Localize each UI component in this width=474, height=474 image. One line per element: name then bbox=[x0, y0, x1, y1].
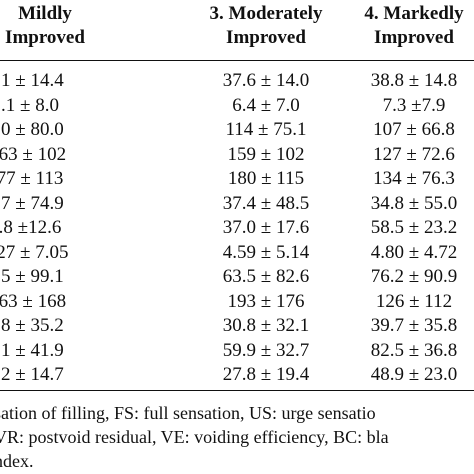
table-cell: .63 ± 168 bbox=[0, 290, 67, 312]
table-cell: 63.5 ± 82.6 bbox=[222, 266, 310, 287]
header-rule bbox=[0, 60, 474, 61]
table-cell: 126 ± 112 bbox=[375, 290, 453, 312]
table-cell: 30.8 ± 32.1 bbox=[222, 315, 310, 336]
table-cell: 34.8 ± 55.0 bbox=[370, 192, 458, 214]
table-cell: 48.9 ± 23.0 bbox=[370, 364, 458, 385]
table-cell: .1 ± 14.4 bbox=[0, 70, 64, 91]
table-cell: .5 ± 99.1 bbox=[0, 266, 64, 287]
header-col-markedly-line1: 4. Markedly bbox=[364, 3, 464, 24]
table-cell: .1 ± 8.0 bbox=[1, 94, 59, 116]
table-cell: .2 ± 14.7 bbox=[0, 364, 64, 385]
table-cell: 37.4 ± 48.5 bbox=[222, 192, 310, 214]
header-col-mildly-line2: Improved bbox=[5, 27, 85, 48]
table-cell: 107 ± 66.8 bbox=[373, 119, 455, 140]
bottom-rule bbox=[0, 390, 474, 391]
table-cell: 6.4 ± 7.0 bbox=[232, 94, 300, 116]
header-col-markedly-line2: Improved bbox=[374, 27, 454, 48]
table-cell: .0 ± 80.0 bbox=[0, 119, 64, 140]
table-cell: 39.7 ± 35.8 bbox=[370, 315, 458, 336]
table-cell: 38.8 ± 14.8 bbox=[370, 70, 458, 91]
table-cell: 27.8 ± 19.4 bbox=[222, 364, 310, 385]
table-cell: 193 ± 176 bbox=[227, 290, 305, 312]
table-cell: 59.9 ± 32.7 bbox=[222, 339, 310, 361]
footnote-line-1: sation of filling, FS: full sensation, U… bbox=[0, 403, 376, 423]
table-cell: 37.0 ± 17.6 bbox=[222, 217, 310, 238]
footnote-line-2: VR: postvoid residual, VE: voiding effic… bbox=[0, 427, 389, 447]
header-col-moderately-line1: 3. Moderately bbox=[209, 3, 323, 24]
header-col-mildly-line1: Mildly bbox=[18, 3, 72, 24]
table-cell: 76.2 ± 90.9 bbox=[370, 266, 458, 287]
header-col-moderately-line2: Improved bbox=[226, 27, 306, 48]
header-col-mildly: Mildly Improved bbox=[0, 2, 120, 50]
header-col-moderately: 3. Moderately Improved bbox=[166, 2, 366, 50]
table-cell: 134 ± 76.3 bbox=[373, 168, 455, 189]
footnote-line-3: ndex. bbox=[0, 451, 34, 471]
table-cell: 114 ± 75.1 bbox=[225, 119, 307, 140]
table-cell: .8 ±12.6 bbox=[0, 217, 62, 238]
table-cell: 127 ± 72.6 bbox=[373, 143, 455, 165]
table-cell: 37.6 ± 14.0 bbox=[222, 70, 310, 91]
table-cell: 180 ± 115 bbox=[227, 168, 305, 189]
header-col-markedly: 4. Markedly Improved bbox=[314, 2, 474, 50]
table-cell: .1 ± 41.9 bbox=[0, 339, 64, 361]
table-cell: .63 ± 102 bbox=[0, 143, 67, 165]
table-cell: .8 ± 35.2 bbox=[0, 315, 64, 336]
table-cell: 159 ± 102 bbox=[227, 143, 305, 165]
table-cell: 4.80 ± 4.72 bbox=[370, 241, 458, 263]
table-cell: 4.59 ± 5.14 bbox=[222, 241, 310, 263]
table-cell: .27 ± 7.05 bbox=[0, 241, 69, 263]
table-cell: 82.5 ± 36.8 bbox=[370, 339, 458, 361]
table-cell: 77 ± 113 bbox=[0, 168, 64, 189]
table-cell: 58.5 ± 23.2 bbox=[370, 217, 458, 238]
table-cell: 7.3 ±7.9 bbox=[382, 94, 446, 116]
table-cell: .7 ± 74.9 bbox=[0, 192, 64, 214]
